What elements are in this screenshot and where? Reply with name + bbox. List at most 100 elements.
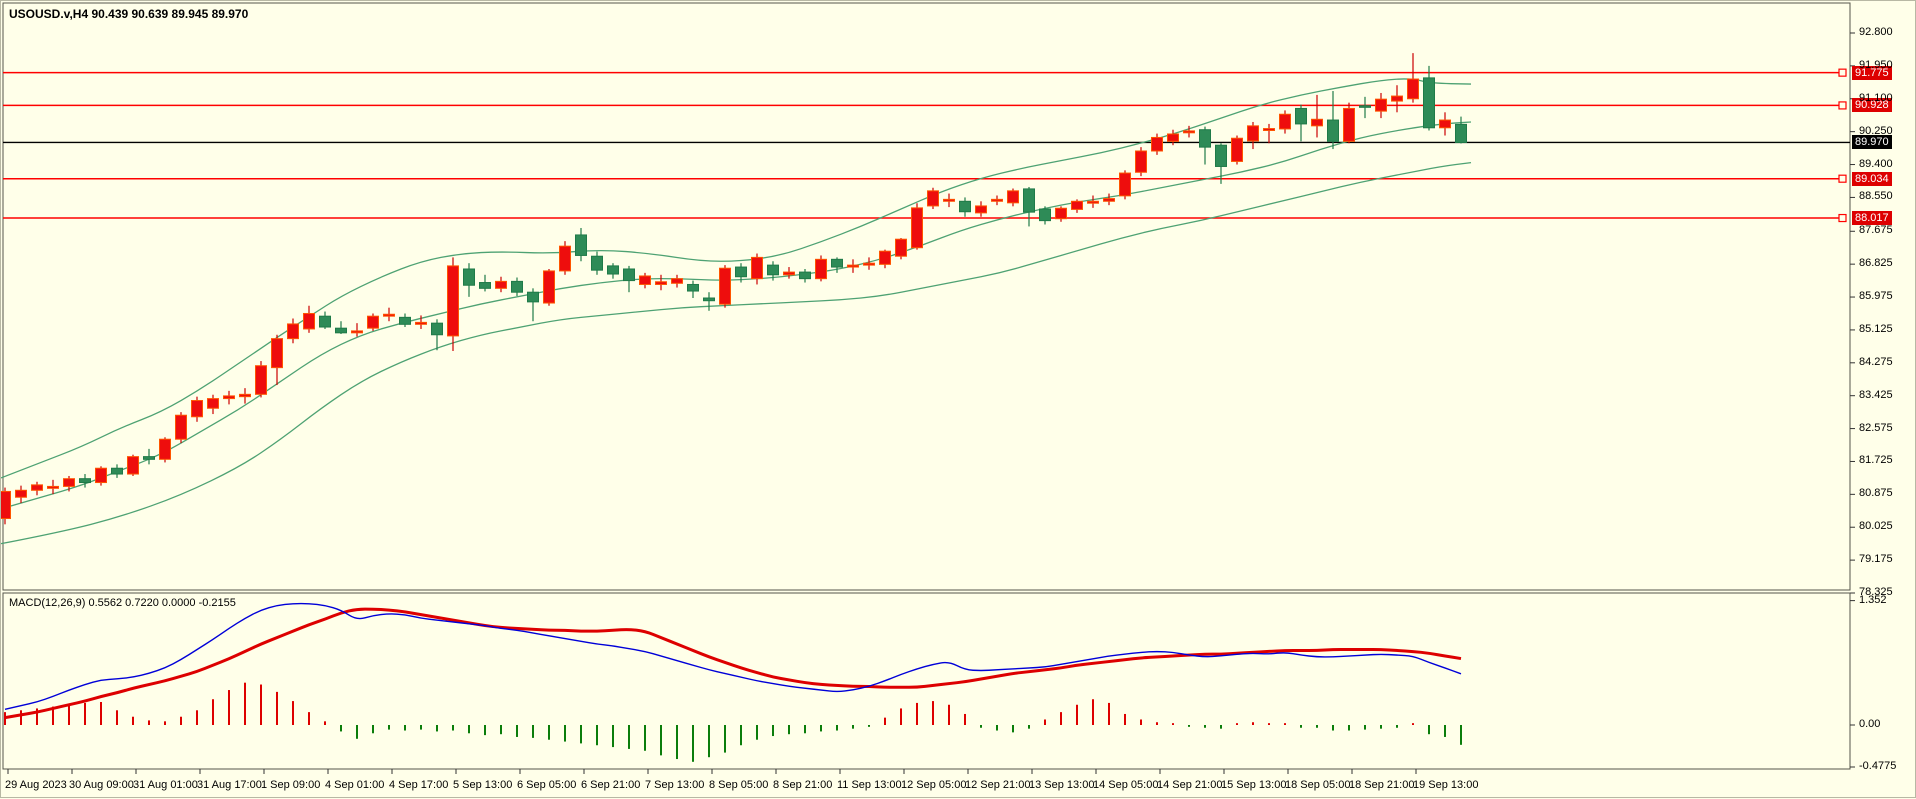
candle-bullish: [255, 365, 267, 395]
candle-bullish: [415, 321, 427, 325]
candle-bullish: [1247, 125, 1259, 142]
candle-bullish: [367, 315, 379, 329]
time-axis-label: 8 Sep 21:00: [773, 779, 833, 791]
candle-bearish: [575, 234, 587, 256]
candle-bullish: [207, 398, 219, 409]
candle-bearish: [1327, 119, 1339, 142]
candle-bullish: [671, 278, 683, 284]
price-axis-tick-label: 80.025: [1859, 520, 1893, 533]
candle-bullish: [47, 485, 59, 489]
candle-bearish: [463, 268, 475, 286]
price-axis-tick-label: 78.325: [1859, 585, 1893, 598]
price-axis-tick-label: 82.575: [1859, 421, 1893, 434]
candle-bearish: [799, 271, 811, 280]
time-axis-label: 18 Sep 21:00: [1349, 779, 1415, 791]
candle-bearish: [607, 265, 619, 275]
candle-bullish: [1135, 150, 1147, 173]
candle-bullish: [991, 198, 1003, 202]
current-price-label: 89.970: [1852, 135, 1892, 150]
time-axis-label: 4 Sep 01:00: [325, 779, 385, 791]
candle-bullish: [1263, 128, 1275, 131]
candle-bullish: [31, 484, 43, 491]
candle-bullish: [559, 245, 571, 272]
candle-bearish: [1295, 107, 1307, 125]
time-axis-label: 6 Sep 21:00: [581, 779, 641, 791]
price-axis-tick-label: 80.875: [1859, 487, 1893, 500]
time-axis-label: 11 Sep 13:00: [837, 779, 902, 791]
candle-bullish: [655, 281, 667, 285]
candle-bullish: [1119, 172, 1131, 197]
candle-bullish: [1311, 118, 1323, 127]
candle-bullish: [287, 323, 299, 340]
macd-signal-line: [4, 607, 1462, 720]
candle-bearish: [1199, 129, 1211, 148]
price-axis-tick-label: 81.725: [1859, 454, 1893, 467]
bollinger-lower-band: [1, 161, 1472, 545]
candle-bullish: [1087, 200, 1099, 204]
macd-indicator-label: MACD(12,26,9) 0.5562 0.7220 0.0000 -0.21…: [9, 597, 236, 609]
price-axis-tick-label: 91.100: [1859, 91, 1893, 104]
candle-bullish: [1231, 137, 1243, 162]
macd-axis-tick-label: -0.4775: [1859, 760, 1897, 772]
candle-bullish: [639, 275, 651, 285]
time-axis-label: 12 Sep 05:00: [901, 779, 967, 791]
candle-bullish: [1279, 113, 1291, 130]
candle-bearish: [1023, 188, 1035, 213]
time-axis-label: 7 Sep 13:00: [645, 779, 705, 791]
candle-bearish: [511, 280, 523, 293]
candle-bullish: [351, 330, 363, 334]
candle-bearish: [143, 456, 155, 460]
candle-bearish: [831, 258, 843, 268]
candle-bullish: [127, 456, 139, 475]
candle-bullish: [159, 438, 171, 460]
price-level-marker: [1838, 174, 1847, 183]
candle-bearish: [479, 282, 491, 289]
price-level-label: 89.034: [1852, 171, 1892, 186]
candle-bullish: [1375, 98, 1387, 112]
candle-bullish: [879, 250, 891, 265]
candle-bearish: [959, 200, 971, 213]
candle-bullish: [847, 264, 859, 268]
candle-bullish: [719, 267, 731, 305]
candle-bearish: [687, 283, 699, 292]
candle-bullish: [1055, 207, 1067, 220]
candle-bearish: [735, 266, 747, 278]
candle-bullish: [223, 395, 235, 400]
candle-bullish: [239, 393, 251, 398]
time-axis-label: 30 Aug 09:00: [69, 779, 134, 791]
price-level-marker: [1838, 213, 1847, 223]
symbol-title: USOUSD.v,H4 90.439 90.639 89.945 89.970: [9, 7, 249, 21]
price-axis-tick-label: 85.975: [1859, 290, 1893, 303]
price-axis-tick-label: 79.175: [1859, 553, 1893, 566]
time-axis-label: 13 Sep 13:00: [1029, 779, 1095, 791]
candle-bullish: [895, 238, 907, 257]
bollinger-middle-band: [1, 121, 1472, 510]
price-axis-tick-label: 89.400: [1859, 157, 1893, 170]
price-level-label: 91.775: [1852, 65, 1892, 80]
candle-bearish: [591, 255, 603, 271]
candle-bullish: [495, 280, 507, 289]
candle-bullish: [271, 338, 283, 369]
candle-bullish: [1343, 107, 1355, 142]
time-axis-label: 14 Sep 21:00: [1157, 779, 1223, 791]
price-level-label: 88.017: [1852, 211, 1892, 226]
candle-bullish: [1071, 200, 1083, 210]
time-axis-label: 6 Sep 05:00: [517, 779, 577, 791]
macd-axis-tick-label: 1.352: [1859, 593, 1887, 606]
candle-bullish: [303, 312, 315, 330]
time-axis-label: 1 Sep 09:00: [261, 779, 321, 791]
macd-pane-border: [2, 592, 1851, 770]
price-axis-tick-label: 85.125: [1859, 322, 1893, 335]
time-axis-label: 31 Aug 17:00: [197, 779, 262, 791]
candle-bullish: [1391, 95, 1403, 102]
candle-bearish: [527, 291, 539, 303]
price-axis-tick-label: 83.425: [1859, 388, 1893, 401]
candle-bearish: [623, 268, 635, 282]
candle-bearish: [431, 322, 443, 336]
time-axis-label: 5 Sep 13:00: [453, 779, 513, 791]
candle-bearish: [1423, 77, 1435, 129]
candle-bullish: [815, 258, 827, 280]
candle-bullish: [191, 400, 203, 418]
